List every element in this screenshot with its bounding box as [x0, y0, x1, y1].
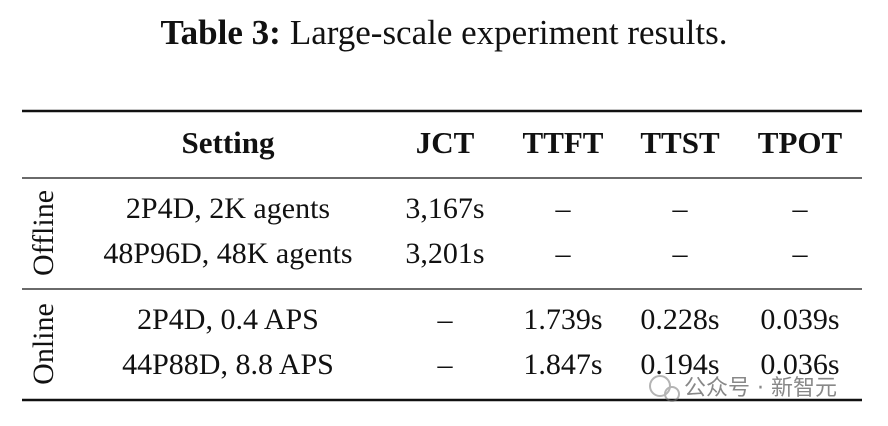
group-label: Online — [27, 303, 60, 385]
column-header: Setting — [182, 125, 276, 160]
caption-text: Large-scale experiment results. — [290, 13, 728, 52]
watermark: 公众号 · 新智元 — [684, 376, 837, 401]
table-cell: – — [437, 348, 454, 381]
table-cell: – — [672, 237, 689, 270]
table-caption: Table 3: Large-scale experiment results. — [161, 13, 728, 52]
table-cell: – — [792, 192, 809, 225]
table-cell: 2P4D, 2K agents — [126, 192, 330, 225]
column-header: TTST — [640, 125, 720, 160]
table-cell: 1.739s — [523, 303, 602, 336]
table-cell: 0.036s — [760, 348, 839, 381]
table-cell: 44P88D, 8.8 APS — [122, 348, 334, 381]
table-cell: – — [672, 192, 689, 225]
column-header: JCT — [416, 125, 475, 160]
table-cell: 0.194s — [640, 348, 719, 381]
table-cell: – — [437, 303, 454, 336]
table-cell: 1.847s — [523, 348, 602, 381]
table-cell: 2P4D, 0.4 APS — [137, 303, 319, 336]
table-cell: 3,167s — [405, 192, 484, 225]
table-cell: 0.039s — [760, 303, 839, 336]
column-header: TTFT — [523, 125, 604, 160]
group-label: Offline — [27, 190, 60, 276]
table-cell: 0.228s — [640, 303, 719, 336]
table-cell: – — [792, 237, 809, 270]
table-cell: – — [555, 192, 572, 225]
table-cell: 3,201s — [405, 237, 484, 270]
table-cell: – — [555, 237, 572, 270]
watermark-icon — [649, 375, 680, 402]
caption-label: Table 3: — [161, 13, 281, 52]
column-header: TPOT — [758, 125, 843, 160]
table-cell: 48P96D, 48K agents — [103, 237, 352, 270]
